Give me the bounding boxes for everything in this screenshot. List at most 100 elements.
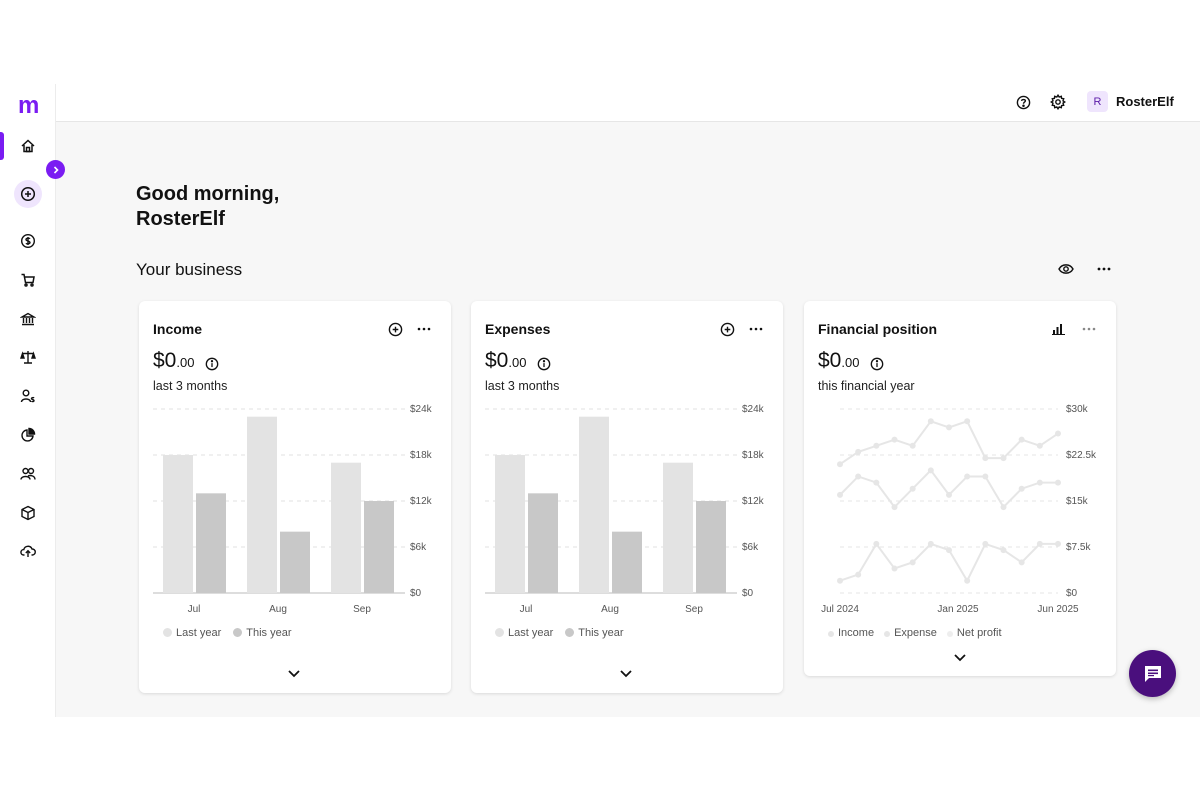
data-point[interactable] (909, 442, 916, 449)
data-point[interactable] (1055, 540, 1061, 547)
data-point[interactable] (927, 418, 934, 425)
data-point[interactable] (1000, 455, 1007, 462)
chevron-down-icon[interactable] (619, 665, 633, 683)
data-point[interactable] (873, 540, 880, 547)
section-title: Your business (136, 260, 243, 279)
bar[interactable] (364, 501, 394, 593)
y-tick-label: $18k (410, 450, 433, 461)
data-point[interactable] (1018, 559, 1025, 566)
data-point[interactable] (837, 491, 843, 498)
data-point[interactable] (1055, 479, 1061, 486)
data-point[interactable] (927, 540, 934, 547)
data-point[interactable] (946, 547, 952, 554)
data-point[interactable] (837, 577, 843, 584)
section-more-icon[interactable] (1096, 262, 1112, 281)
chevron-right-icon (53, 165, 59, 174)
income-card: Income $0.00 last 3 months $0 $6k $12k $18k… (139, 301, 451, 693)
data-point[interactable] (1036, 442, 1043, 449)
bar[interactable] (163, 455, 193, 593)
bar[interactable] (495, 455, 525, 593)
help-icon[interactable] (1014, 93, 1032, 111)
data-point[interactable] (909, 485, 916, 492)
data-point[interactable] (927, 467, 934, 474)
cloud-upload-icon[interactable] (14, 537, 42, 565)
y-tick-label: $6k (410, 542, 427, 553)
payroll-person-icon[interactable] (14, 382, 42, 410)
legend-item[interactable]: Income (828, 627, 874, 639)
more-icon[interactable] (747, 320, 765, 338)
bar[interactable] (331, 462, 361, 593)
more-icon[interactable] (1080, 320, 1098, 338)
app-shell: m (0, 84, 1200, 717)
bar[interactable] (196, 493, 226, 593)
data-point[interactable] (964, 473, 971, 480)
data-point[interactable] (891, 504, 898, 511)
chat-button[interactable] (1129, 650, 1176, 697)
data-point[interactable] (891, 436, 898, 443)
pie-chart-icon[interactable] (14, 421, 42, 449)
bar-chart-icon[interactable] (1050, 320, 1068, 338)
dollar-icon[interactable] (14, 227, 42, 255)
info-icon[interactable] (537, 357, 551, 376)
add-expense-icon[interactable] (718, 320, 736, 338)
y-tick-label: $0 (742, 588, 754, 599)
home-icon[interactable] (14, 132, 42, 160)
data-point[interactable] (982, 540, 989, 547)
bar[interactable] (247, 416, 277, 593)
inventory-box-icon[interactable] (14, 499, 42, 527)
data-point[interactable] (964, 577, 971, 584)
chevron-down-icon[interactable] (287, 665, 301, 683)
bar[interactable] (528, 493, 558, 593)
data-point[interactable] (909, 559, 916, 566)
data-point[interactable] (946, 491, 952, 498)
add-income-icon[interactable] (386, 320, 404, 338)
data-point[interactable] (1036, 479, 1043, 486)
info-icon[interactable] (205, 357, 219, 376)
gear-icon[interactable] (1049, 93, 1067, 111)
data-point[interactable] (855, 448, 862, 455)
info-icon[interactable] (870, 357, 884, 376)
legend-item[interactable]: Expense (884, 627, 937, 639)
data-point[interactable] (1036, 540, 1043, 547)
data-point[interactable] (982, 473, 989, 480)
legend-item[interactable]: Last year (163, 627, 221, 639)
chevron-down-icon[interactable] (953, 649, 967, 667)
legend-item[interactable]: Net profit (946, 627, 1002, 639)
data-point[interactable] (982, 455, 989, 462)
bar[interactable] (663, 462, 693, 593)
create-plus-icon[interactable] (14, 180, 42, 208)
cart-icon[interactable] (14, 266, 42, 294)
data-point[interactable] (1018, 436, 1025, 443)
data-point[interactable] (837, 461, 843, 468)
scales-icon[interactable] (14, 343, 42, 371)
app-logo[interactable]: m (18, 92, 39, 119)
username[interactable]: RosterElf (1116, 94, 1174, 109)
more-icon[interactable] (415, 320, 433, 338)
data-point[interactable] (1000, 504, 1007, 511)
data-point[interactable] (855, 571, 862, 578)
data-point[interactable] (1018, 485, 1025, 492)
x-tick-label: Jun 2025 (1037, 604, 1079, 615)
data-point[interactable] (891, 565, 898, 572)
bar[interactable] (612, 531, 642, 593)
bar[interactable] (280, 531, 310, 593)
bank-icon[interactable] (14, 305, 42, 333)
data-point[interactable] (873, 442, 880, 449)
data-point[interactable] (855, 473, 862, 480)
bar[interactable] (579, 416, 609, 593)
legend-item[interactable]: Last year (495, 627, 553, 639)
data-point[interactable] (1055, 430, 1061, 437)
data-point[interactable] (946, 424, 952, 431)
data-point[interactable] (964, 418, 971, 425)
expand-sidebar-button[interactable] (46, 160, 65, 179)
legend-item[interactable]: This year (233, 627, 292, 639)
data-point[interactable] (1000, 547, 1007, 554)
sidebar: m (0, 84, 56, 717)
contacts-icon[interactable] (14, 460, 42, 488)
bar[interactable] (696, 501, 726, 593)
legend-item[interactable]: This year (565, 627, 624, 639)
avatar[interactable]: R (1087, 91, 1108, 112)
data-point[interactable] (873, 479, 880, 486)
eye-icon[interactable] (1058, 262, 1074, 281)
y-tick-label: $15k (1066, 496, 1089, 507)
